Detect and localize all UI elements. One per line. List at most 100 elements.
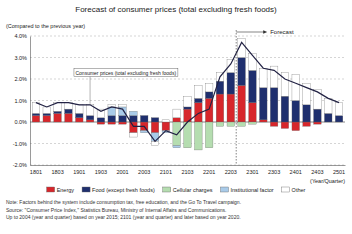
- legend-item: Institutional factor: [220, 187, 273, 193]
- bar: [324, 98, 332, 113]
- tick: 2.0%: [14, 76, 27, 82]
- bar: [205, 122, 213, 123]
- tick: 1903: [95, 169, 107, 175]
- legend-label: Other: [292, 187, 306, 193]
- bar: [238, 58, 246, 86]
- bar: [292, 122, 300, 123]
- bar: [173, 146, 181, 148]
- tick: 1801: [30, 169, 42, 175]
- bar: [195, 122, 203, 150]
- bar: [97, 118, 105, 122]
- bar-series: [108, 107, 181, 148]
- bar: [97, 122, 105, 123]
- bar: [130, 122, 138, 133]
- tick: 0.0%: [14, 119, 27, 125]
- bar: [270, 122, 278, 123]
- bar: [86, 122, 94, 123]
- bar: [205, 83, 213, 92]
- bar: [43, 116, 51, 122]
- bar: [314, 90, 322, 109]
- bar: [54, 111, 62, 113]
- bar-series: [32, 58, 343, 123]
- y-tick-label: 2.0%: [14, 76, 27, 82]
- y-tick-label: 0.0%: [14, 119, 27, 125]
- bar-series: [32, 38, 343, 146]
- bar: [227, 122, 235, 123]
- x-tick-label: 2303: [268, 169, 280, 175]
- tick: 1.0%: [14, 98, 27, 104]
- bar: [270, 88, 278, 122]
- legend-swatch: [82, 187, 90, 192]
- note: Source: "Consumer Price Index," Statisti…: [6, 207, 227, 213]
- annotation: Forecast: [270, 29, 294, 35]
- plot-area: [32, 38, 343, 150]
- x-tick-label: 2003: [138, 169, 150, 175]
- bar: [43, 113, 51, 115]
- bar: [314, 122, 322, 124]
- tick: 4.0%: [14, 33, 27, 39]
- bar: [65, 113, 73, 122]
- bar: [303, 122, 311, 123]
- bar: [249, 70, 257, 102]
- bar: [108, 116, 116, 122]
- bar: [238, 85, 246, 122]
- bar: [97, 122, 105, 124]
- x-tick-label: 2103: [181, 169, 193, 175]
- bar: [259, 88, 267, 120]
- bar: [216, 122, 224, 123]
- bar: [270, 122, 278, 126]
- bar: [162, 122, 170, 131]
- grid-line: [30, 165, 345, 166]
- bar: [281, 122, 289, 123]
- bar: [249, 122, 257, 123]
- callout-leader: [90, 77, 91, 104]
- bar: [259, 122, 267, 123]
- bar: [32, 113, 40, 115]
- y-tick-label: 3.0%: [14, 55, 27, 61]
- bar: [249, 122, 257, 124]
- tick: 2401: [290, 169, 302, 175]
- x-tick-label: 2403: [311, 169, 323, 175]
- bar: [65, 109, 73, 113]
- bar: [86, 116, 94, 120]
- bar: [75, 105, 83, 114]
- bar: [314, 122, 322, 123]
- x-axis: 1801180319011903200120032101210322012203…: [30, 166, 346, 175]
- bar: [238, 122, 246, 123]
- bar: [75, 122, 83, 123]
- x-axis-line: [31, 165, 346, 166]
- bar: [32, 116, 40, 122]
- chart-container: Forecast of consumer prices (total exclu…: [0, 0, 352, 234]
- legend-item: Other: [282, 187, 306, 193]
- x-tick-label: 2101: [160, 169, 172, 175]
- y-tick-label: -2.0%: [13, 162, 27, 168]
- bar: [119, 116, 127, 122]
- bar: [216, 122, 224, 126]
- bar: [259, 68, 267, 87]
- bar: [335, 103, 343, 116]
- forecast-divider: [236, 30, 237, 165]
- tick: 2103: [181, 169, 193, 175]
- bar: [292, 122, 300, 123]
- y-tick-label: 1.0%: [14, 98, 27, 104]
- forecast-arrowhead: [263, 30, 267, 34]
- bar: [238, 122, 246, 126]
- y-tick-label: 4.0%: [14, 33, 27, 39]
- bar: [140, 122, 148, 123]
- x-tick-label: 2501: [333, 169, 345, 175]
- tick: -2.0%: [13, 162, 27, 168]
- x-tick-label: 2001: [116, 169, 128, 175]
- bar: [281, 96, 289, 122]
- tick: 2001: [116, 169, 128, 175]
- bar: [205, 122, 213, 148]
- bar: [54, 122, 62, 123]
- bar: [259, 122, 267, 123]
- chart-svg: Forecast of consumer prices (total exclu…: [0, 0, 352, 234]
- bar: [292, 75, 300, 101]
- bar: [227, 73, 235, 95]
- bar: [303, 122, 311, 126]
- tick: 2303: [268, 169, 280, 175]
- x-tick-label: 2301: [246, 169, 258, 175]
- x-tick-label: 1903: [95, 169, 107, 175]
- bar: [227, 122, 235, 126]
